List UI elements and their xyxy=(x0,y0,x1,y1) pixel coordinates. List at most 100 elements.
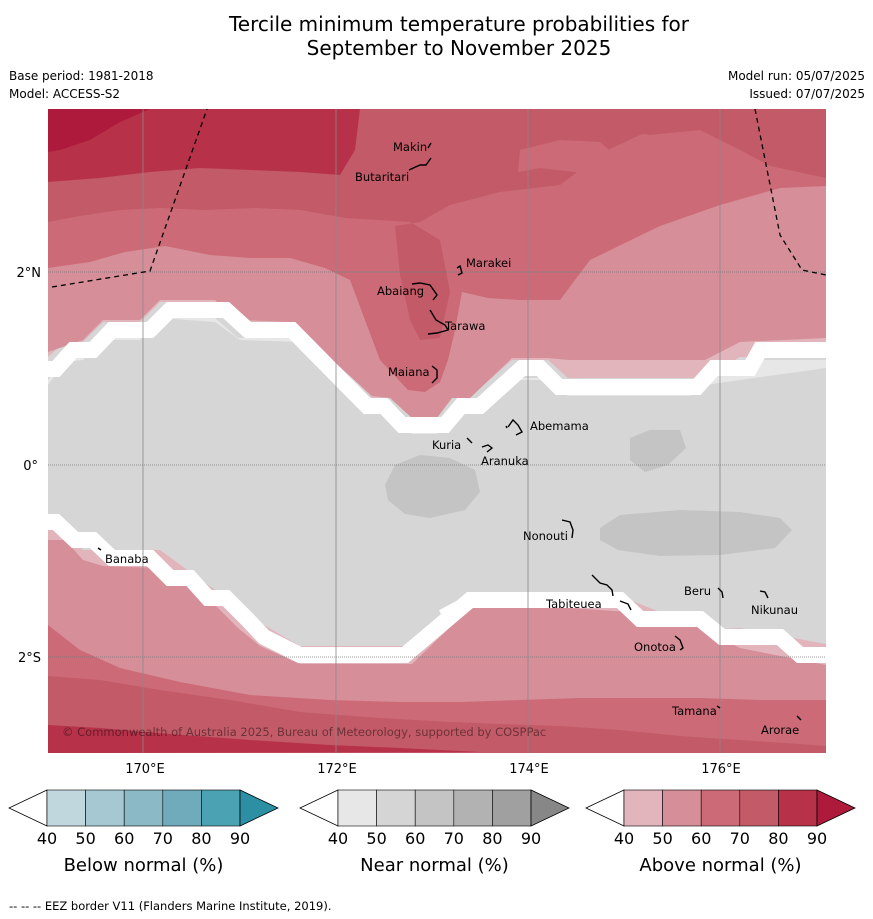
lon-label: 172°E xyxy=(317,762,357,777)
colorbar-cell xyxy=(662,789,702,827)
place-label: Maiana xyxy=(388,365,430,379)
colorbar-cell xyxy=(414,789,455,827)
place-label: Tabiteuea xyxy=(545,597,602,611)
colorbar-legend: 40 50 60 70 80 90 Below normal (%) xyxy=(8,789,279,876)
colorbar-title: Near normal (%) xyxy=(360,855,509,876)
colorbar-tick-label: 40 xyxy=(37,829,57,848)
south-above-80 xyxy=(48,725,480,753)
south-above-70 xyxy=(48,676,826,753)
lat-label: 2°N xyxy=(17,266,42,281)
colorbar-legend: 40 50 60 70 80 90 Near normal (%) xyxy=(299,789,570,876)
north-above-90 xyxy=(48,109,150,152)
colorbar-tick-label: 90 xyxy=(521,829,541,848)
model-name: Model: ACCESS-S2 xyxy=(9,87,121,101)
south-boundary-halo xyxy=(439,594,471,614)
place-label: Makin xyxy=(393,140,427,154)
colorbar-cell xyxy=(201,789,241,827)
colorbar-cell xyxy=(739,789,779,827)
model-run: Model run: 05/07/2025 xyxy=(727,69,865,83)
colorbar-under-triangle xyxy=(585,789,625,827)
north-above-80 xyxy=(48,109,360,182)
colorbar-cell xyxy=(492,789,532,827)
colorbar-cell xyxy=(85,789,125,827)
place-label: Butaritari xyxy=(355,170,409,184)
title-line-1: Tercile minimum temperature probabilitie… xyxy=(228,12,690,36)
place-label: Marakei xyxy=(466,256,511,270)
meta-left: Base period: 1981-2018 Model: ACCESS-S2 xyxy=(9,67,154,103)
place-label: Beru xyxy=(684,584,711,598)
colorbar-cell xyxy=(162,789,202,827)
place-label: Nonouti xyxy=(523,529,568,543)
place-label: Abaiang xyxy=(377,284,424,298)
colorbar-tick-label: 90 xyxy=(807,829,827,848)
colorbar-cell xyxy=(46,789,86,827)
colorbar-tick-label: 80 xyxy=(482,829,502,848)
place-label: Banaba xyxy=(105,552,149,566)
colorbar-tick-label: 60 xyxy=(405,829,425,848)
title-line-2: September to November 2025 xyxy=(306,36,612,60)
colorbar-tick-label: 60 xyxy=(691,829,711,848)
colorbar-cell xyxy=(700,789,741,827)
place-label: Tamana xyxy=(671,704,717,718)
place-label: Onotoa xyxy=(634,640,676,654)
colorbar-tick-label: 60 xyxy=(114,829,134,848)
colorbar-tick-label: 50 xyxy=(75,829,95,848)
colorbar-title: Below normal (%) xyxy=(64,855,224,876)
legend-group: 40 50 60 70 80 90 Below normal (%) 40 50 60 70 80 90… xyxy=(8,789,856,876)
longitude-labels: 170°E 172°E 174°E 176°E xyxy=(125,762,741,777)
colorbar-under-triangle xyxy=(299,789,339,827)
colorbar-tick-label: 70 xyxy=(730,829,750,848)
probability-map: Makin Butaritari Marakei Abaiang Tarawa … xyxy=(48,109,826,753)
colorbar-cell xyxy=(778,789,818,827)
near-normal-dark-1 xyxy=(385,455,480,518)
colorbar-tick-label: 70 xyxy=(153,829,173,848)
graticule xyxy=(48,271,826,658)
colorbar-tick-label: 50 xyxy=(366,829,386,848)
place-label: Arorae xyxy=(761,723,799,737)
map-title: Tercile minimum temperature probabilitie… xyxy=(0,12,873,60)
colorbar-cell xyxy=(453,789,493,827)
place-label: Nikunau xyxy=(751,603,798,617)
issued-date: Issued: 07/07/2025 xyxy=(749,87,865,101)
eez-footnote: -- -- -- EEZ border V11 (Flanders Marine… xyxy=(9,899,332,913)
latitude-labels: 2°N 0° 2°S xyxy=(17,266,42,666)
colorbar-tick-label: 80 xyxy=(191,829,211,848)
lon-label: 174°E xyxy=(509,762,549,777)
lon-label: 176°E xyxy=(701,762,741,777)
place-labels: Makin Butaritari Marakei Abaiang Tarawa … xyxy=(105,140,799,737)
near-normal-dark-2 xyxy=(600,510,792,556)
island-outlines xyxy=(97,142,802,721)
colorbar-over-triangle xyxy=(530,789,570,827)
colorbar-legend: 40 50 60 70 80 90 Above normal (%) xyxy=(585,789,856,876)
copyright-text: © Commonwealth of Australia 2025, Bureau… xyxy=(62,725,546,739)
colorbar-cell xyxy=(337,789,377,827)
meridians xyxy=(142,109,721,753)
north-above-70-patch xyxy=(520,109,826,135)
north-above-60-island xyxy=(518,140,618,180)
lon-label: 170°E xyxy=(125,762,165,777)
colorbar-tick-label: 80 xyxy=(768,829,788,848)
colorbar-tick-label: 40 xyxy=(328,829,348,848)
colorbar-under-triangle xyxy=(8,789,48,827)
south-boundary-band xyxy=(48,514,826,663)
colorbar-tick-label: 90 xyxy=(230,829,250,848)
place-label: Abemama xyxy=(530,419,589,433)
near-normal-dark-3 xyxy=(630,430,686,472)
colorbar-tick-label: 70 xyxy=(444,829,464,848)
colorbar-cell xyxy=(376,789,416,827)
lat-label: 2°S xyxy=(18,651,41,666)
colorbar-cell xyxy=(623,789,663,827)
place-label: Tarawa xyxy=(444,319,485,333)
base-period: Base period: 1981-2018 xyxy=(9,69,154,83)
place-label: Kuria xyxy=(432,438,461,452)
colorbar-over-triangle xyxy=(239,789,279,827)
meta-right: Model run: 05/07/2025 Issued: 07/07/2025 xyxy=(728,67,865,103)
place-label: Aranuka xyxy=(481,454,529,468)
colorbar-over-triangle xyxy=(816,789,856,827)
colorbar-title: Above normal (%) xyxy=(639,855,801,876)
eez-border xyxy=(51,109,826,288)
colorbar-cell xyxy=(123,789,164,827)
colorbar-tick-label: 50 xyxy=(652,829,672,848)
north-boundary-band xyxy=(48,302,826,433)
